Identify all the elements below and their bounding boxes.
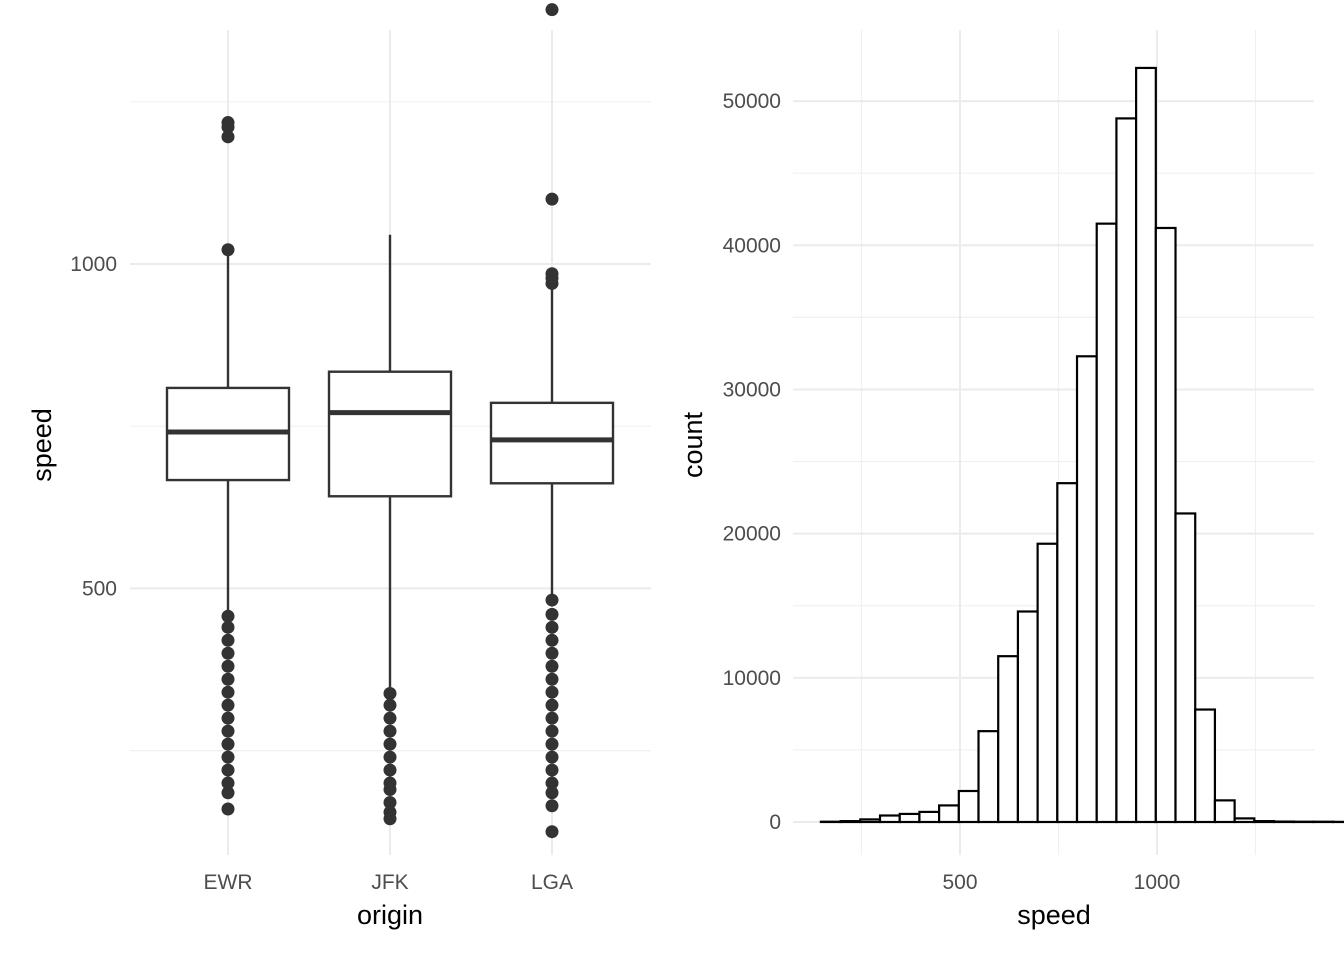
outlier-point-jfk (383, 783, 397, 797)
histogram-x-tick-label: 1000 (1134, 871, 1181, 894)
outlier-point-ewr (221, 750, 235, 764)
outlier-point-lga (545, 711, 559, 725)
outlier-point-jfk (383, 698, 397, 712)
histogram-bar (918, 810, 941, 824)
outlier-point-ewr (221, 711, 235, 725)
outlier-point-ewr (221, 786, 235, 800)
outlier-point-jfk (383, 750, 397, 764)
histogram-bar (1135, 66, 1157, 824)
box-lga (489, 401, 615, 485)
outlier-point-lga (545, 776, 559, 790)
histogram-y-tick-label: 30000 (723, 378, 781, 401)
histogram-y-tick-label: 50000 (723, 90, 781, 113)
boxplot-tick-labels: 500 1000 EWR JFK LGA (70, 253, 573, 894)
histogram-y-tick-label: 0 (769, 811, 781, 834)
outlier-point-lga (545, 620, 559, 634)
outlier-point-lga (545, 786, 559, 800)
outlier-point-ewr (221, 659, 235, 673)
histogram-bar (1194, 708, 1217, 824)
outlier-point-ewr (221, 646, 235, 660)
boxplot-y-tick-label: 1000 (70, 253, 117, 276)
outlier-point-lga (545, 698, 559, 712)
histogram-tick-labels: 0 10000 20000 30000 40000 50000 500 1000 (723, 90, 1181, 894)
outlier-point-ewr (221, 685, 235, 699)
histogram-y-tick-label: 40000 (723, 234, 781, 257)
outlier-point-jfk (383, 763, 397, 777)
outlier-point-lga (545, 750, 559, 764)
outlier-point-jfk (383, 812, 397, 826)
histogram-bar (1016, 610, 1039, 824)
histogram-bar (1233, 817, 1256, 824)
histogram-bar (839, 820, 862, 824)
outlier-point-jfk (383, 724, 397, 738)
outlier-point-lga (545, 763, 559, 777)
histogram-bars (819, 66, 1344, 824)
boxplot-marks (165, 3, 615, 839)
outlier-point-ewr (221, 633, 235, 647)
histogram-bar (1075, 355, 1098, 824)
histogram-bar (977, 730, 1000, 824)
outlier-point-lga (545, 672, 559, 686)
outlier-point-ewr (221, 776, 235, 790)
outlier-point-lga (545, 799, 559, 813)
outlier-point-lga (545, 192, 559, 206)
histogram-bar (878, 814, 901, 824)
boxplot-y-axis-title: speed (27, 408, 57, 482)
outlier-point-ewr (221, 724, 235, 738)
outlier-point-lga (545, 3, 559, 17)
outlier-point-ewr (221, 672, 235, 686)
histogram-x-tick-label: 500 (942, 871, 977, 894)
outlier-point-ewr (221, 130, 235, 144)
histogram-bar (1056, 482, 1079, 824)
histogram-bar (938, 804, 960, 824)
outlier-point-ewr (221, 802, 235, 816)
outlier-point-ewr (221, 620, 235, 634)
outlier-point-jfk (383, 687, 397, 701)
boxplot-x-tick-label: JFK (371, 871, 408, 894)
histogram-bar (859, 818, 882, 824)
outlier-point-lga (545, 593, 559, 607)
outlier-point-ewr (221, 737, 235, 751)
histogram-bar (997, 655, 1020, 824)
outlier-point-lga (545, 633, 559, 647)
histogram-bar (1095, 222, 1118, 824)
histogram-y-axis-title: count (678, 411, 708, 478)
outlier-point-lga (545, 825, 559, 839)
histogram-y-tick-label: 10000 (723, 667, 781, 690)
boxplot-panel: 500 1000 EWR JFK LGA origin speed (27, 3, 651, 930)
boxplot-x-tick-label: LGA (531, 871, 573, 894)
outlier-point-ewr (221, 763, 235, 777)
outlier-point-ewr (221, 243, 235, 257)
histogram-x-axis-title: speed (1017, 900, 1091, 930)
histogram-y-tick-label: 20000 (723, 523, 781, 546)
box-jfk (327, 370, 453, 498)
histogram-bar (1154, 226, 1177, 824)
histogram-bar (1174, 512, 1197, 824)
outlier-point-lga (545, 685, 559, 699)
outlier-point-lga (545, 607, 559, 621)
outlier-point-lga (545, 737, 559, 751)
histogram-bar (1115, 117, 1138, 824)
outlier-point-lga (545, 276, 559, 290)
outlier-point-ewr (221, 698, 235, 712)
outlier-point-ewr (221, 609, 235, 623)
outlier-point-jfk (383, 737, 397, 751)
boxplot-x-axis-title: origin (357, 900, 423, 930)
outlier-point-lga (545, 724, 559, 738)
histogram-bar (957, 789, 980, 824)
outlier-point-ewr (221, 120, 235, 134)
boxplot-y-tick-label: 500 (82, 577, 117, 600)
histogram-bar (1253, 820, 1276, 824)
outlier-point-jfk (383, 796, 397, 810)
histogram-bar (1213, 799, 1236, 824)
boxplot-x-tick-label: EWR (204, 871, 253, 894)
histogram-bar (898, 812, 921, 824)
outlier-point-jfk (383, 711, 397, 725)
outlier-point-lga (545, 659, 559, 673)
outlier-point-lga (545, 646, 559, 660)
histogram-bar (1036, 542, 1059, 824)
